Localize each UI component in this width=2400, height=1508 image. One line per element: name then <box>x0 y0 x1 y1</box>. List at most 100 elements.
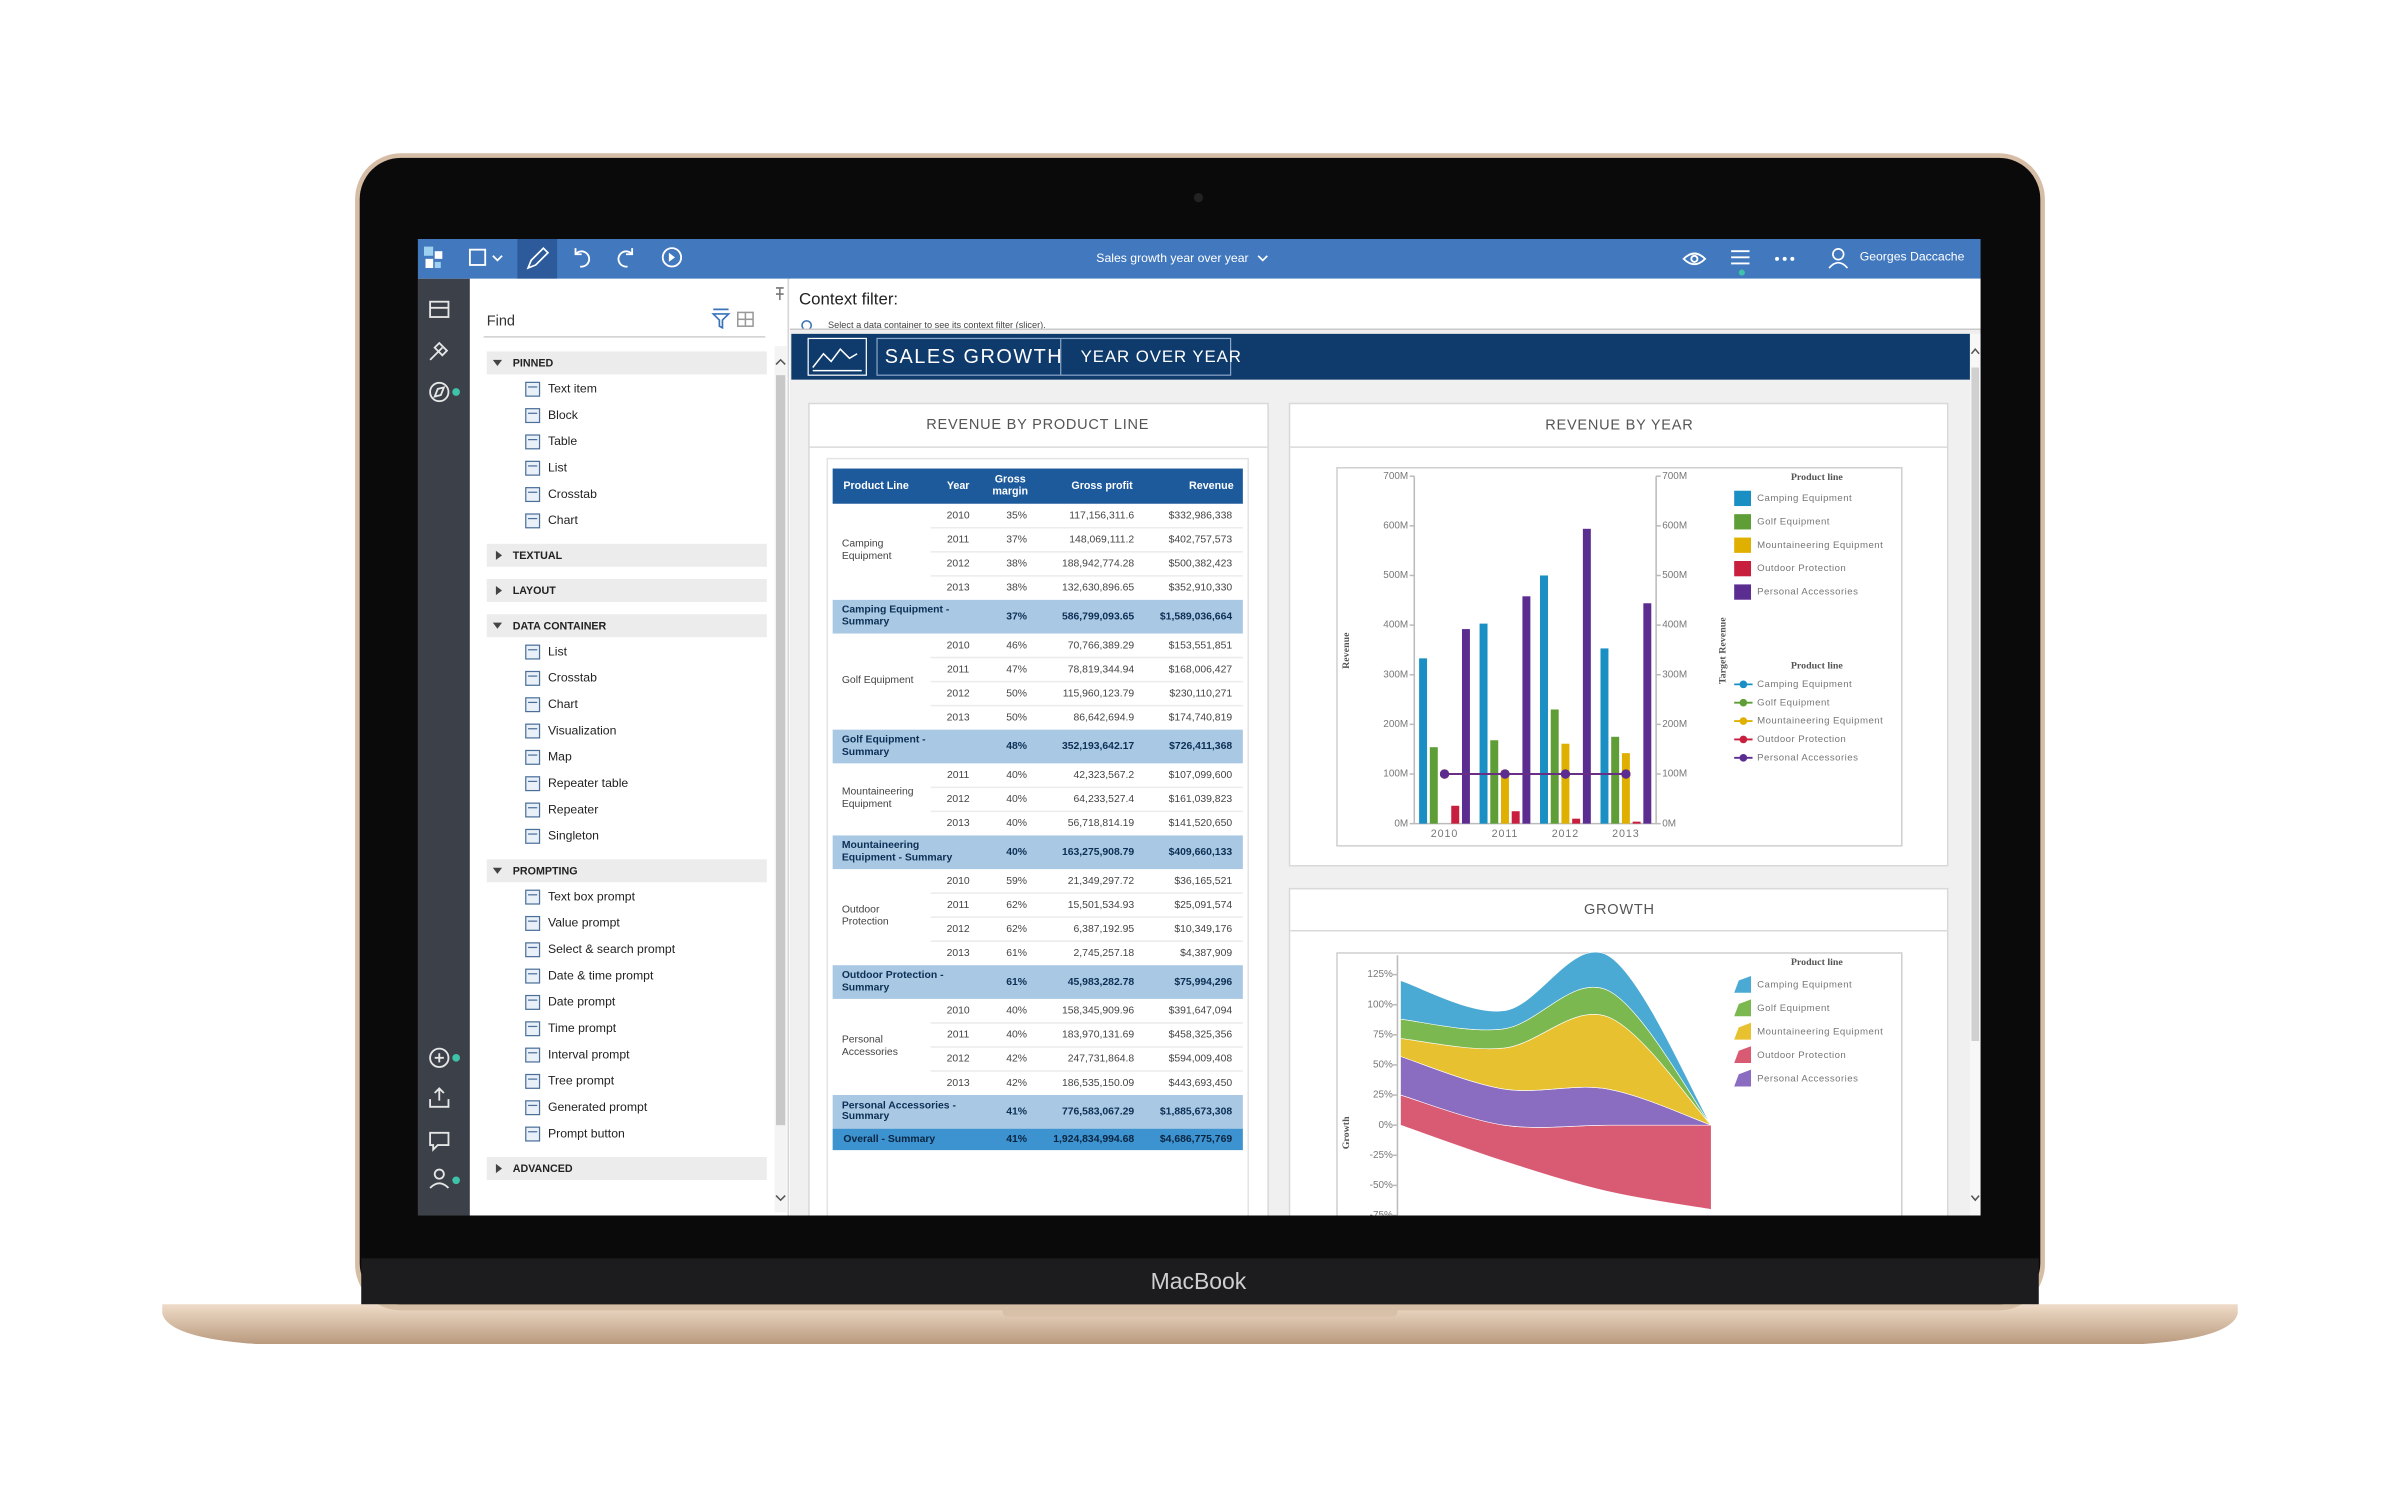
toolbox-item[interactable]: Tree prompt <box>548 1074 615 1088</box>
section-header[interactable] <box>486 579 767 603</box>
cell: 2011 <box>947 664 970 675</box>
scroll-up[interactable] <box>1970 347 1980 355</box>
redo-button[interactable] <box>617 248 634 268</box>
summary-label-box: Outdoor Protection - Summary <box>842 971 944 993</box>
toolbox-item[interactable]: Select & search prompt <box>548 942 676 956</box>
bar <box>1490 740 1499 824</box>
properties-button[interactable] <box>1731 250 1750 276</box>
bar <box>1522 596 1531 824</box>
bar <box>1461 629 1470 824</box>
summary-label-box: Golf Equipment - Summary <box>842 735 926 757</box>
view-button[interactable] <box>736 311 754 327</box>
save-button[interactable] <box>468 248 503 266</box>
edit-button[interactable] <box>517 238 558 279</box>
banner-frame <box>876 337 1232 376</box>
toolbox-item[interactable]: Singleton <box>548 829 599 843</box>
rail-data-icon[interactable] <box>429 300 450 318</box>
cell: 2013 <box>947 712 970 723</box>
y2-tick-label: 0M <box>1662 818 1676 829</box>
column-header-box: Gross margin <box>992 474 1028 497</box>
cell: 352,193,642.17 <box>1062 741 1134 752</box>
toolbox-item[interactable]: Interval prompt <box>548 1047 630 1061</box>
toolbox-item[interactable]: Visualization <box>548 723 617 737</box>
run-button[interactable] <box>661 247 683 268</box>
toolbox-item[interactable]: Date & time prompt <box>548 968 654 982</box>
legend-swatch <box>1734 975 1752 993</box>
toolbox-item[interactable]: Text item <box>548 381 597 395</box>
summary-label: Overall - Summary <box>843 1134 935 1145</box>
scroll-up[interactable] <box>775 358 786 366</box>
toolbox-item[interactable]: Block <box>548 408 579 422</box>
filter-button[interactable] <box>711 308 731 330</box>
item-icon <box>525 487 541 503</box>
toolbox-item[interactable]: Map <box>548 750 572 764</box>
toolbox-item[interactable]: Time prompt <box>548 1021 617 1035</box>
legend-label: Mountaineering Equipment <box>1757 540 1883 551</box>
cell: 2012 <box>947 1054 970 1065</box>
toolbox-item[interactable]: Crosstab <box>548 671 597 685</box>
y2-tick-label: 100M <box>1662 769 1687 780</box>
rail-navigate-icon[interactable] <box>429 381 450 403</box>
toolbox-item[interactable]: Table <box>548 434 577 448</box>
title-chevron[interactable] <box>1257 255 1268 262</box>
summary-label: Camping Equipment - Summary <box>841 605 950 628</box>
toolbox-item[interactable]: List <box>548 460 568 474</box>
user-icon[interactable] <box>1828 248 1849 269</box>
toolbox-item[interactable]: Text box prompt <box>548 889 636 903</box>
preview-button[interactable] <box>1682 252 1707 266</box>
cell: 188,942,774.28 <box>1062 559 1134 570</box>
area <box>1400 951 1712 1126</box>
y2-axis-title: Target Revenue <box>1718 617 1729 684</box>
card-title: GROWTH <box>1584 902 1655 918</box>
user-name[interactable]: Georges Daccache <box>1860 250 1965 264</box>
toolbox-item[interactable]: Chart <box>548 697 579 711</box>
cell: 59% <box>1006 876 1027 887</box>
rail-add-icon[interactable] <box>429 1047 450 1068</box>
cell: $153,551,851 <box>1169 640 1233 651</box>
rail-upload-icon[interactable] <box>429 1087 450 1108</box>
legend-label: Outdoor Protection <box>1757 1050 1846 1061</box>
section-header[interactable] <box>486 859 767 883</box>
section-title: TEXTUAL <box>513 550 563 562</box>
app-logo[interactable] <box>423 246 443 269</box>
y-tick-label: 100M <box>1383 769 1408 780</box>
section-title: PINNED <box>513 358 554 370</box>
cell: $107,099,600 <box>1169 770 1233 781</box>
icon-rail <box>417 278 470 1216</box>
toolbox-item[interactable]: Crosstab <box>548 487 597 501</box>
rail-toolbox-icon[interactable] <box>429 341 449 361</box>
search-box[interactable]: Find <box>487 313 515 329</box>
toolbox-item[interactable]: Prompt button <box>548 1126 625 1140</box>
section-header[interactable] <box>486 351 767 375</box>
scroll-down[interactable] <box>775 1195 786 1202</box>
cell: 247,731,864.8 <box>1068 1054 1135 1065</box>
pin-button[interactable] <box>776 287 784 301</box>
toolbox-item[interactable]: List <box>548 644 568 658</box>
scroll-thumb[interactable] <box>1971 367 1980 1041</box>
toolbox-item[interactable]: Repeater table <box>548 776 628 790</box>
item-icon <box>525 513 541 529</box>
report-title[interactable]: Sales growth year over year <box>1096 251 1248 265</box>
toolbox-item[interactable]: Date prompt <box>548 995 616 1009</box>
cell: 148,069,111.2 <box>1069 535 1134 546</box>
cell: $75,994,296 <box>1174 977 1232 988</box>
rail-user-icon[interactable] <box>429 1168 450 1189</box>
scroll-down[interactable] <box>1970 1195 1980 1202</box>
section-header[interactable] <box>486 614 767 638</box>
section-header[interactable] <box>486 543 767 567</box>
scroll-thumb[interactable] <box>776 375 786 1126</box>
section-header[interactable] <box>486 1157 767 1180</box>
toolbox-item[interactable]: Value prompt <box>548 916 620 930</box>
undo-button[interactable] <box>574 248 591 268</box>
more-button[interactable] <box>1775 256 1795 261</box>
cell: 158,345,909.96 <box>1062 1006 1134 1017</box>
cell: 62% <box>1006 900 1027 911</box>
cell: 50% <box>1006 688 1027 699</box>
rail-comment-icon[interactable] <box>429 1131 450 1152</box>
toolbox-item[interactable]: Chart <box>548 513 579 527</box>
summary-label-box: Camping Equipment - Summary <box>841 605 950 628</box>
y-tick-label: 200M <box>1383 719 1408 730</box>
bar <box>1572 818 1581 824</box>
toolbox-item[interactable]: Repeater <box>548 802 598 816</box>
toolbox-item[interactable]: Generated prompt <box>548 1100 648 1114</box>
